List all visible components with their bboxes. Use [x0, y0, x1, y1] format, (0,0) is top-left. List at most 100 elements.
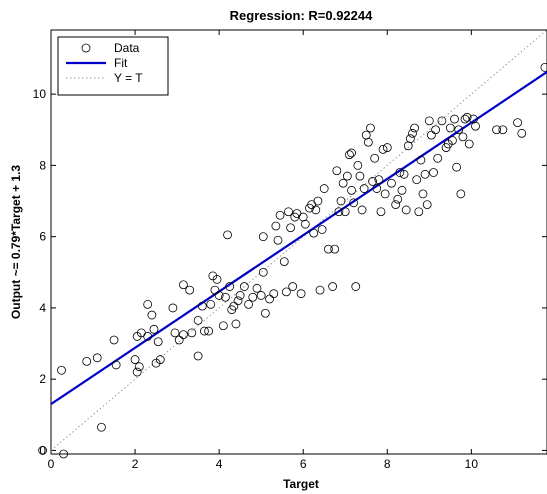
data-point — [315, 285, 325, 295]
data-point — [187, 328, 197, 338]
data-point — [210, 285, 220, 295]
data-point — [336, 196, 346, 206]
legend-label: Fit — [114, 56, 128, 70]
data-point — [273, 235, 283, 245]
data-point — [300, 219, 310, 229]
legend-box — [57, 36, 169, 96]
data-point — [275, 210, 285, 220]
y-axis: 0 2 4 6 8 10 — [33, 87, 547, 457]
data-point — [143, 299, 153, 309]
data-point — [380, 189, 390, 199]
data-point — [319, 184, 329, 193]
legend-label: Data — [114, 41, 140, 55]
data-point — [248, 292, 258, 302]
data-point — [258, 267, 268, 277]
data-point — [456, 189, 466, 199]
data-point — [361, 130, 371, 140]
data-point — [450, 114, 459, 124]
data-point — [286, 223, 295, 233]
data-point — [351, 282, 361, 291]
data-point — [244, 299, 253, 309]
data-point — [97, 422, 106, 432]
data-point — [38, 446, 47, 455]
data-point — [370, 153, 380, 163]
y-tick-label: 4 — [39, 301, 46, 315]
x-tick-label: 0 — [48, 457, 55, 471]
data-point — [109, 335, 119, 345]
data-point — [214, 291, 224, 300]
data-point — [391, 200, 401, 209]
data-point — [401, 205, 411, 215]
data-point — [492, 125, 501, 135]
x-tick-label: 10 — [465, 457, 479, 471]
data-point — [92, 353, 102, 363]
data-point — [225, 282, 235, 291]
data-point — [368, 177, 377, 186]
x-tick-label: 4 — [216, 457, 223, 471]
data-point — [313, 196, 323, 206]
data-point — [464, 139, 474, 149]
data-point — [279, 257, 289, 266]
data-point — [317, 225, 327, 234]
data-point — [372, 184, 382, 193]
data-point — [256, 291, 266, 300]
data-point — [422, 200, 432, 209]
data-point — [155, 355, 165, 364]
data-point — [418, 189, 428, 199]
data-point — [193, 315, 203, 325]
y-tick-label: 8 — [39, 158, 46, 172]
data-point — [357, 205, 367, 215]
data-point — [212, 275, 222, 284]
data-point — [281, 287, 291, 297]
data-point — [179, 280, 188, 290]
data-point — [378, 144, 388, 154]
y-axis-title: Output ~= 0.79*Target + 1.3 — [9, 165, 23, 319]
y-tick-label: 2 — [39, 372, 46, 386]
data-point — [334, 207, 344, 217]
data-point — [355, 171, 365, 181]
y-tick-label: 6 — [39, 230, 46, 244]
data-point — [149, 324, 159, 334]
data-point — [424, 116, 434, 126]
data-point — [427, 130, 436, 140]
data-point — [82, 356, 92, 366]
data-point — [469, 114, 478, 124]
data-points — [38, 63, 547, 459]
data-point — [271, 221, 281, 231]
data-point — [332, 166, 342, 176]
data-point — [387, 178, 396, 188]
lines-layer — [51, 30, 547, 451]
data-point — [153, 337, 163, 347]
data-point — [340, 207, 350, 217]
data-point — [265, 294, 274, 304]
data-point — [517, 128, 527, 138]
data-point — [284, 207, 293, 217]
data-point — [431, 125, 441, 135]
data-point — [231, 319, 241, 329]
x-tick-label: 2 — [132, 457, 139, 471]
data-point — [454, 125, 464, 135]
data-point — [376, 207, 386, 217]
data-point — [420, 169, 430, 179]
data-point — [345, 150, 354, 160]
data-point — [540, 63, 547, 72]
data-point — [433, 153, 443, 163]
data-point — [363, 137, 373, 147]
legend-label: Y = T — [114, 71, 143, 85]
fit-line — [51, 71, 547, 406]
data-point — [349, 198, 359, 208]
data-point — [416, 155, 426, 165]
data-point — [223, 230, 232, 240]
legend-marker-data — [81, 43, 91, 53]
data-point — [206, 299, 216, 309]
data-point — [143, 332, 153, 341]
data-point — [288, 282, 298, 291]
data-point — [359, 184, 369, 193]
data-point — [168, 303, 178, 313]
data-point — [134, 362, 144, 372]
data-point — [258, 232, 268, 242]
data-point — [239, 282, 249, 291]
data-point — [366, 123, 375, 133]
data-point — [147, 310, 157, 320]
data-point — [452, 162, 462, 172]
